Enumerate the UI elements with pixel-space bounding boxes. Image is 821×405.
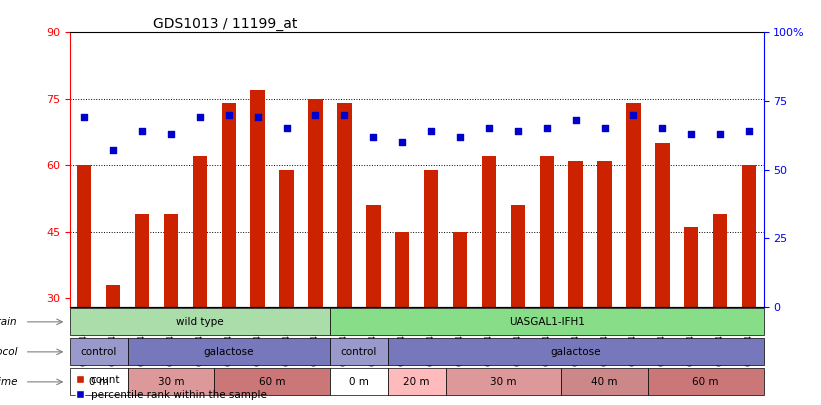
Bar [250,90,265,405]
Text: 30 m: 30 m [490,377,516,387]
FancyBboxPatch shape [648,369,764,395]
Point [78,114,91,121]
Text: control: control [80,347,117,357]
FancyBboxPatch shape [562,369,648,395]
Point [453,134,466,140]
Point [222,111,236,118]
Point [656,125,669,132]
Point [107,147,120,153]
Text: growth protocol: growth protocol [0,347,18,357]
Point [685,131,698,137]
Bar [482,156,496,405]
Bar [539,156,554,405]
Text: 60 m: 60 m [259,377,286,387]
Bar [655,143,670,405]
Point [713,131,727,137]
Text: GDS1013 / 11199_at: GDS1013 / 11199_at [153,17,297,31]
Bar [337,103,351,405]
Bar [511,205,525,405]
Point [309,111,322,118]
Bar [163,214,178,405]
Text: 60 m: 60 m [692,377,719,387]
FancyBboxPatch shape [330,308,764,335]
Point [511,128,525,134]
Bar [279,170,294,405]
Point [280,125,293,132]
Bar [568,161,583,405]
Point [483,125,496,132]
Bar [366,205,380,405]
FancyBboxPatch shape [446,369,562,395]
Text: strain: strain [0,317,18,327]
FancyBboxPatch shape [214,369,330,395]
Point [569,117,582,124]
Text: time: time [0,377,18,387]
Bar [626,103,640,405]
Text: galactose: galactose [550,347,601,357]
Point [396,139,409,145]
Point [135,128,149,134]
Bar [453,232,467,405]
Text: UASGAL1-IFH1: UASGAL1-IFH1 [509,317,585,327]
Bar [222,103,236,405]
FancyBboxPatch shape [70,308,330,335]
Point [424,128,438,134]
Text: galactose: galactose [204,347,254,357]
Point [742,128,755,134]
Point [598,125,611,132]
Text: 0 m: 0 m [89,377,108,387]
FancyBboxPatch shape [330,369,388,395]
FancyBboxPatch shape [388,338,764,365]
Bar [308,99,323,405]
Bar [684,227,699,405]
Legend: count, percentile rank within the sample: count, percentile rank within the sample [75,375,267,400]
Point [193,114,206,121]
Bar [77,165,91,405]
FancyBboxPatch shape [70,338,127,365]
Bar [135,214,149,405]
Bar [713,214,727,405]
Point [251,114,264,121]
Text: control: control [341,347,377,357]
Bar [395,232,410,405]
Bar [742,165,756,405]
Bar [193,156,207,405]
Text: wild type: wild type [176,317,223,327]
FancyBboxPatch shape [330,338,388,365]
Point [627,111,640,118]
FancyBboxPatch shape [127,338,330,365]
Bar [106,285,121,405]
Bar [598,161,612,405]
Point [540,125,553,132]
Point [337,111,351,118]
Point [367,134,380,140]
FancyBboxPatch shape [70,369,127,395]
Text: 30 m: 30 m [158,377,184,387]
Text: 40 m: 40 m [591,377,617,387]
FancyBboxPatch shape [127,369,214,395]
Bar [424,170,438,405]
Point [164,131,177,137]
FancyBboxPatch shape [388,369,446,395]
Text: 20 m: 20 m [403,377,430,387]
Text: 0 m: 0 m [349,377,369,387]
